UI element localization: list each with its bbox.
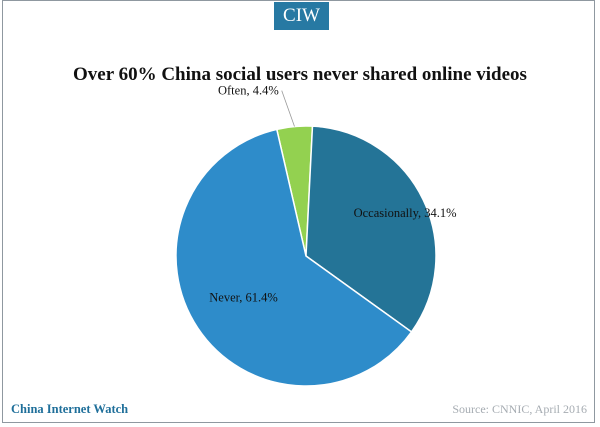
chart-title: Over 60% China social users never shared… (73, 64, 527, 85)
brand-label: China Internet Watch (11, 402, 129, 416)
data-label-occasionally: Occasionally, 34.1% (354, 206, 457, 220)
data-label-often: Often, 4.4% (218, 84, 279, 98)
source-label: Source: CNNIC, April 2016 (452, 402, 587, 416)
pie-slice-occasionally (305, 125, 437, 333)
leader-line-often (281, 90, 295, 127)
pie-slice-never (175, 128, 413, 387)
data-label-never: Never, 61.4% (209, 291, 278, 305)
ciw-badge: CIW (274, 2, 329, 30)
